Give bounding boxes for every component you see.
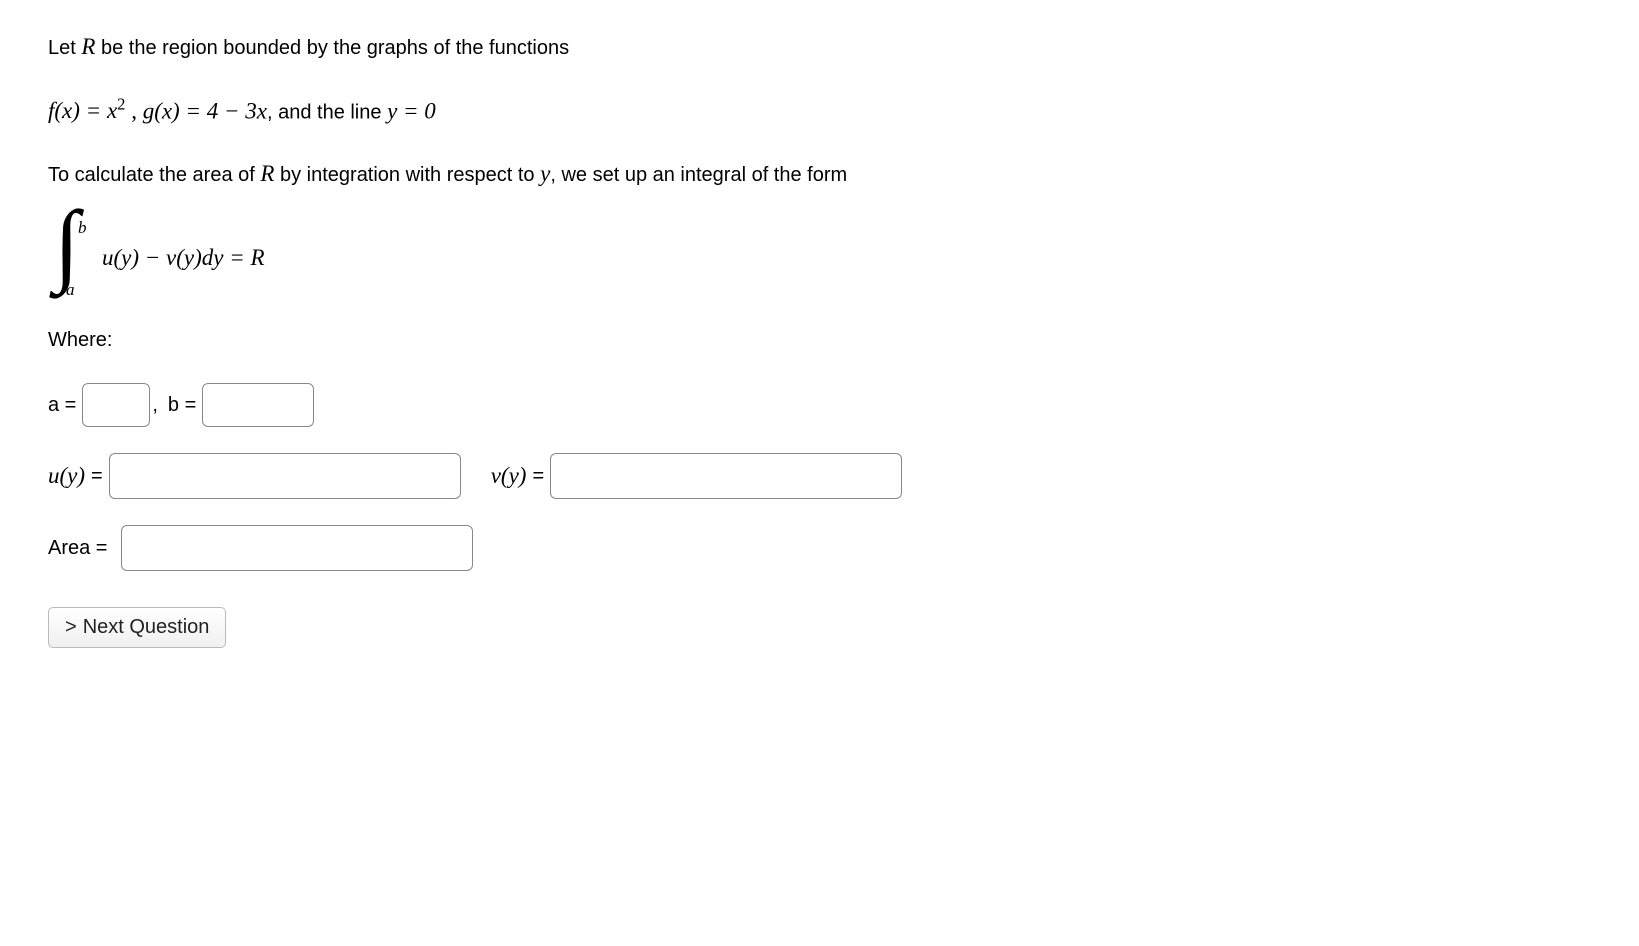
next-question-button[interactable]: > Next Question	[48, 607, 226, 648]
setup-R: R	[260, 161, 274, 186]
integral-symbol: ∫ b a	[48, 219, 90, 297]
setup-pre: To calculate the area of	[48, 164, 260, 186]
ab-row: a = , b =	[48, 383, 1591, 427]
chevron-right-icon: >	[65, 616, 77, 638]
func-sep: ,	[125, 98, 142, 123]
integral-upper: b	[78, 215, 87, 241]
intro-pre: Let	[48, 37, 81, 59]
area-label: Area =	[48, 533, 107, 563]
u-label: u(y)	[48, 459, 85, 494]
v-label: v(y)	[491, 459, 527, 494]
area-input[interactable]	[121, 525, 473, 571]
integral-lower: a	[66, 277, 75, 303]
setup-y: y	[540, 161, 550, 186]
a-label: a =	[48, 390, 76, 420]
f-expr: f(x) = x2	[48, 98, 125, 123]
next-button-label: Next Question	[83, 616, 210, 638]
integral-sign-icon: ∫	[54, 197, 79, 289]
func-mid: , and the line	[267, 101, 387, 123]
y-eq: y = 0	[387, 98, 436, 123]
integral-display: ∫ b a u(y) − v(y)dy = R	[48, 219, 1591, 297]
setup-paragraph: To calculate the area of R by integratio…	[48, 157, 1591, 192]
ab-comma: ,	[152, 390, 158, 420]
area-row: Area =	[48, 525, 1591, 571]
v-eq: =	[532, 461, 544, 491]
g-expr: g(x) = 4 − 3x	[143, 98, 267, 123]
b-label: b =	[168, 390, 196, 420]
integral-body: u(y) − v(y)dy = R	[102, 241, 265, 276]
intro-paragraph: Let R be the region bounded by the graph…	[48, 30, 1591, 65]
intro-post: be the region bounded by the graphs of t…	[95, 37, 569, 59]
where-label: Where:	[48, 325, 1591, 355]
uv-row: u(y) = v(y) =	[48, 453, 1591, 499]
setup-post: , we set up an integral of the form	[550, 164, 847, 186]
functions-line: f(x) = x2 , g(x) = 4 − 3x, and the line …	[48, 93, 1591, 129]
intro-R: R	[81, 34, 95, 59]
v-input[interactable]	[550, 453, 902, 499]
button-row: > Next Question	[48, 607, 1591, 648]
b-input[interactable]	[202, 383, 314, 427]
setup-mid: by integration with respect to	[274, 164, 540, 186]
u-eq: =	[91, 461, 103, 491]
a-input[interactable]	[82, 383, 150, 427]
u-input[interactable]	[109, 453, 461, 499]
